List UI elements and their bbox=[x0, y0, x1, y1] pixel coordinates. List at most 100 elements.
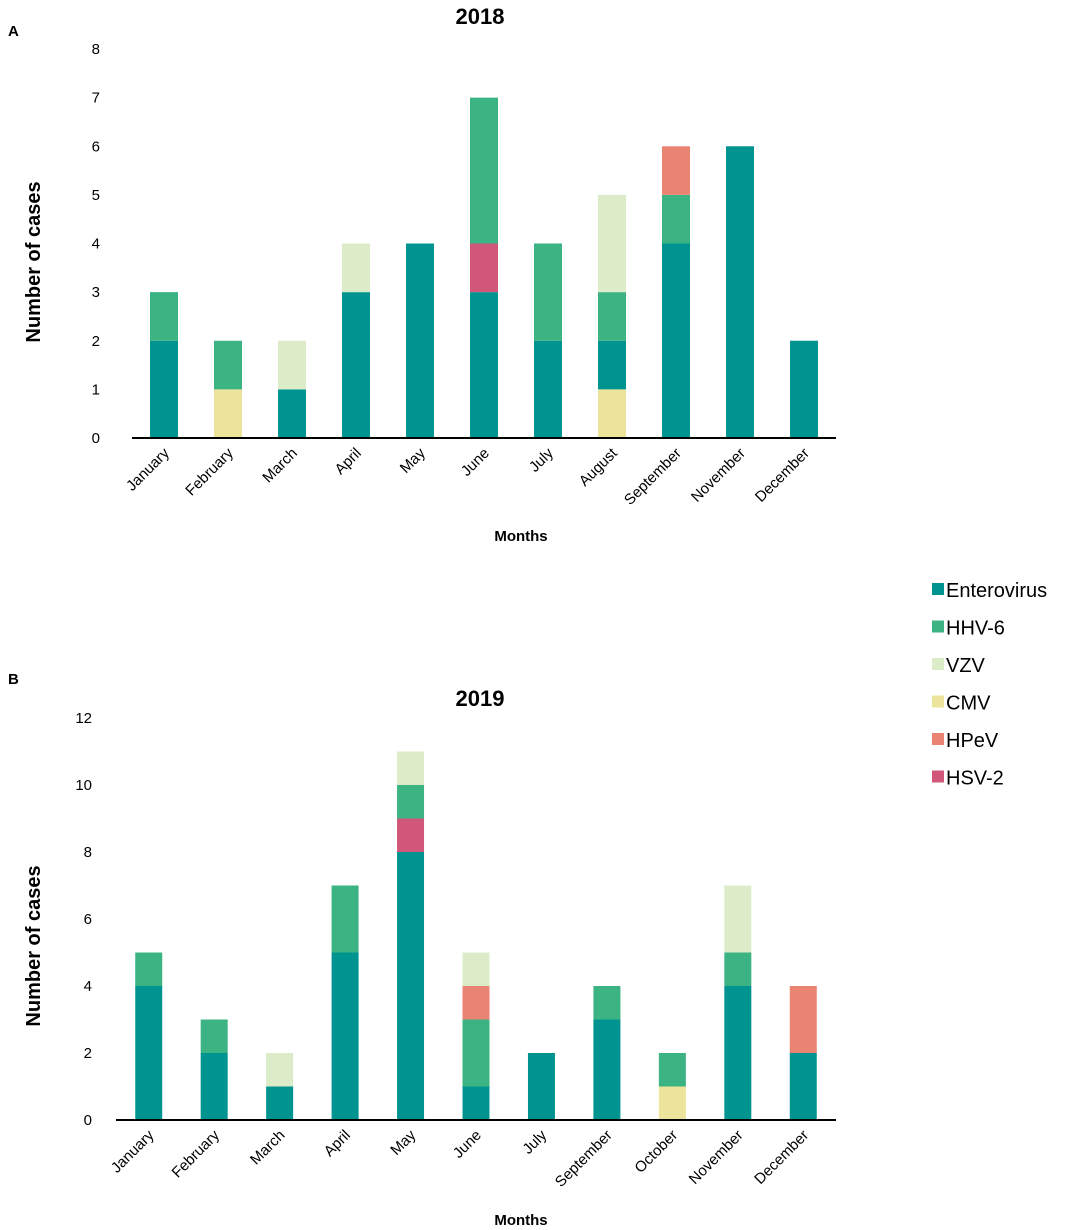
x-tick-label: March bbox=[259, 445, 300, 486]
panel-2019: B 2019 Number of cases Months 024681012 … bbox=[8, 671, 836, 1229]
x-axis-label-2018: Months bbox=[494, 528, 547, 545]
bar-2019-may-hsv-2 bbox=[397, 818, 425, 852]
bar-2019-february-enterovirus bbox=[200, 1053, 228, 1120]
legend-swatch-hhv-6 bbox=[932, 620, 944, 633]
legend-swatch-hsv-2 bbox=[932, 770, 944, 783]
bar-2018-november-enterovirus bbox=[726, 146, 754, 438]
y-tick-label: 10 bbox=[75, 777, 92, 794]
bar-2019-july-enterovirus bbox=[527, 1053, 555, 1120]
x-tick-label: December bbox=[751, 1127, 812, 1188]
y-ticks-2018: 0 1 2 3 4 5 6 7 8 bbox=[92, 41, 100, 447]
bar-2019-may-enterovirus bbox=[397, 852, 425, 1120]
bar-2018-august-enterovirus bbox=[598, 340, 626, 390]
y-tick-label: 6 bbox=[84, 911, 92, 928]
x-tick-label: October bbox=[631, 1127, 681, 1177]
bar-2019-december-hpev bbox=[789, 986, 817, 1053]
x-tick-label: July bbox=[526, 444, 557, 475]
x-tick-label: September bbox=[621, 445, 685, 509]
y-tick-label: 5 bbox=[92, 187, 100, 204]
y-tick-label: 0 bbox=[92, 430, 100, 447]
panel-2018: A 2018 Number of cases Months 012345678 … bbox=[8, 4, 836, 545]
bar-2018-december-enterovirus bbox=[790, 340, 818, 438]
x-tick-label: November bbox=[688, 445, 749, 506]
x-tick-label: August bbox=[576, 444, 622, 490]
legend: Enterovirus HHV-6 VZV CMV HPeV HSV-2 bbox=[932, 580, 1047, 790]
bar-2018-july-enterovirus bbox=[534, 340, 562, 438]
legend-label-hsv-2: HSV-2 bbox=[946, 768, 1004, 790]
y-axis-label-2019: Number of cases bbox=[23, 865, 45, 1026]
x-tick-label: April bbox=[321, 1127, 354, 1160]
panel-letter-b: B bbox=[8, 671, 19, 688]
x-tick-label: December bbox=[752, 445, 813, 506]
bar-2018-june-enterovirus bbox=[470, 292, 498, 439]
bar-2019-november-enterovirus bbox=[724, 986, 752, 1120]
y-tick-label: 2 bbox=[92, 333, 100, 350]
bar-2018-august-vzv bbox=[598, 194, 626, 293]
y-tick-label: 4 bbox=[84, 978, 92, 995]
bar-2019-june-hhv-6 bbox=[462, 1019, 490, 1087]
bar-2019-june-hpev bbox=[462, 986, 490, 1020]
bar-2018-march-vzv bbox=[278, 340, 306, 390]
bar-2018-september-enterovirus bbox=[662, 243, 690, 438]
y-ticks-2019: 0 2 4 6 8 10 12 bbox=[75, 710, 92, 1129]
bar-2018-september-hhv-6 bbox=[662, 194, 690, 244]
bars-2019 bbox=[135, 751, 817, 1120]
x-tick-label: February bbox=[169, 1126, 224, 1181]
bar-2019-may-vzv bbox=[397, 751, 425, 785]
bar-2018-march-enterovirus bbox=[278, 389, 306, 439]
bar-2019-april-enterovirus bbox=[331, 952, 359, 1120]
y-tick-label: 7 bbox=[92, 90, 100, 107]
x-tick-label: November bbox=[686, 1127, 747, 1188]
bar-2019-march-enterovirus bbox=[266, 1086, 294, 1120]
legend-label-cmv: CMV bbox=[946, 693, 991, 715]
bar-2018-june-hhv-6 bbox=[470, 97, 498, 244]
y-tick-label: 8 bbox=[92, 41, 100, 58]
bar-2019-june-enterovirus bbox=[462, 1086, 490, 1120]
x-tick-label: February bbox=[182, 444, 237, 499]
x-tick-label: September bbox=[552, 1127, 616, 1191]
y-tick-label: 2 bbox=[84, 1045, 92, 1062]
chart-title-2018: 2018 bbox=[456, 4, 505, 29]
bar-2019-september-enterovirus bbox=[593, 1019, 621, 1120]
x-ticks-2019: January February March April May June July Sept… bbox=[108, 1126, 812, 1190]
legend-swatch-vzv bbox=[932, 658, 944, 670]
bar-2019-june-vzv bbox=[462, 952, 490, 986]
y-tick-label: 1 bbox=[92, 381, 100, 398]
bar-2018-february-cmv bbox=[214, 389, 242, 439]
bar-2018-january-enterovirus bbox=[150, 340, 178, 438]
bar-2018-september-hpev bbox=[662, 146, 690, 195]
x-axis-label-2019: Months bbox=[494, 1212, 547, 1229]
bar-2019-february-hhv-6 bbox=[200, 1019, 228, 1053]
x-tick-label: May bbox=[387, 1126, 419, 1158]
bar-2019-november-vzv bbox=[724, 885, 752, 953]
y-tick-label: 0 bbox=[84, 1112, 92, 1129]
x-tick-label: January bbox=[108, 1126, 158, 1176]
bar-2019-november-hhv-6 bbox=[724, 952, 752, 986]
bar-2019-december-enterovirus bbox=[789, 1053, 817, 1120]
x-tick-label: July bbox=[519, 1126, 550, 1157]
legend-label-enterovirus: Enterovirus bbox=[946, 580, 1047, 602]
bar-2019-may-hhv-6 bbox=[397, 785, 425, 819]
legend-label-hhv-6: HHV-6 bbox=[946, 618, 1005, 640]
legend-label-hpev: HPeV bbox=[946, 730, 999, 752]
bar-2018-april-vzv bbox=[342, 243, 370, 293]
bar-2019-september-hhv-6 bbox=[593, 986, 621, 1020]
legend-swatch-hpev bbox=[932, 733, 944, 745]
x-tick-label: June bbox=[450, 1127, 485, 1162]
legend-swatch-enterovirus bbox=[932, 583, 944, 595]
bar-2018-august-hhv-6 bbox=[598, 292, 626, 341]
bar-2018-february-hhv-6 bbox=[214, 340, 242, 390]
x-tick-label: April bbox=[332, 445, 365, 478]
chart-title-2019: 2019 bbox=[456, 686, 505, 711]
bar-2019-october-hhv-6 bbox=[658, 1053, 686, 1087]
x-tick-label: June bbox=[458, 445, 493, 480]
y-tick-label: 6 bbox=[92, 138, 100, 155]
y-tick-label: 8 bbox=[84, 844, 92, 861]
x-tick-label: March bbox=[247, 1127, 288, 1168]
bar-2019-march-vzv bbox=[266, 1053, 294, 1087]
x-tick-label: May bbox=[397, 444, 429, 476]
bar-2019-january-enterovirus bbox=[135, 986, 163, 1120]
y-tick-label: 3 bbox=[92, 284, 100, 301]
legend-label-vzv: VZV bbox=[946, 655, 986, 677]
